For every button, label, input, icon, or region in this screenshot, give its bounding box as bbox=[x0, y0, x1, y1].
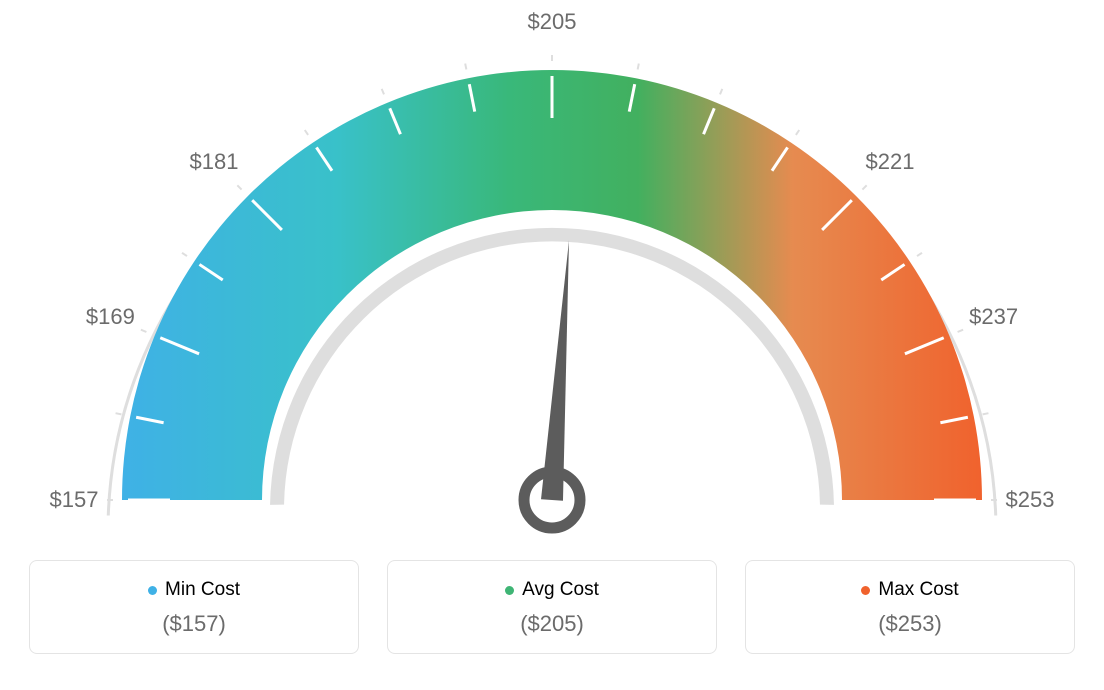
legend-min-value: ($157) bbox=[42, 611, 346, 637]
legend-dot-max bbox=[861, 586, 870, 595]
gauge-tick-label: $181 bbox=[190, 149, 239, 174]
cost-gauge-chart: $157 $169 $181 $205 $221 $237 $253 bbox=[0, 0, 1104, 560]
gauge-tick-label: $221 bbox=[866, 149, 915, 174]
legend-max-value: ($253) bbox=[758, 611, 1062, 637]
legend-dot-avg bbox=[505, 586, 514, 595]
legend-avg-value: ($205) bbox=[400, 611, 704, 637]
legend-avg-label: Avg Cost bbox=[522, 579, 599, 601]
gauge-tick-label: $253 bbox=[1006, 487, 1055, 512]
gauge-needle bbox=[541, 241, 569, 501]
legend-max-label: Max Cost bbox=[878, 579, 958, 601]
legend-row: Min Cost ($157) Avg Cost ($205) Max Cost… bbox=[0, 560, 1104, 654]
legend-min-label: Min Cost bbox=[165, 579, 240, 601]
legend-dot-min bbox=[148, 586, 157, 595]
legend-max-cost: Max Cost ($253) bbox=[745, 560, 1075, 654]
gauge-tick-label: $237 bbox=[969, 304, 1018, 329]
gauge-tick-label: $205 bbox=[528, 9, 577, 34]
gauge-tick-label: $169 bbox=[86, 304, 135, 329]
legend-min-cost: Min Cost ($157) bbox=[29, 560, 359, 654]
legend-avg-cost: Avg Cost ($205) bbox=[387, 560, 717, 654]
gauge-tick-label: $157 bbox=[50, 487, 99, 512]
